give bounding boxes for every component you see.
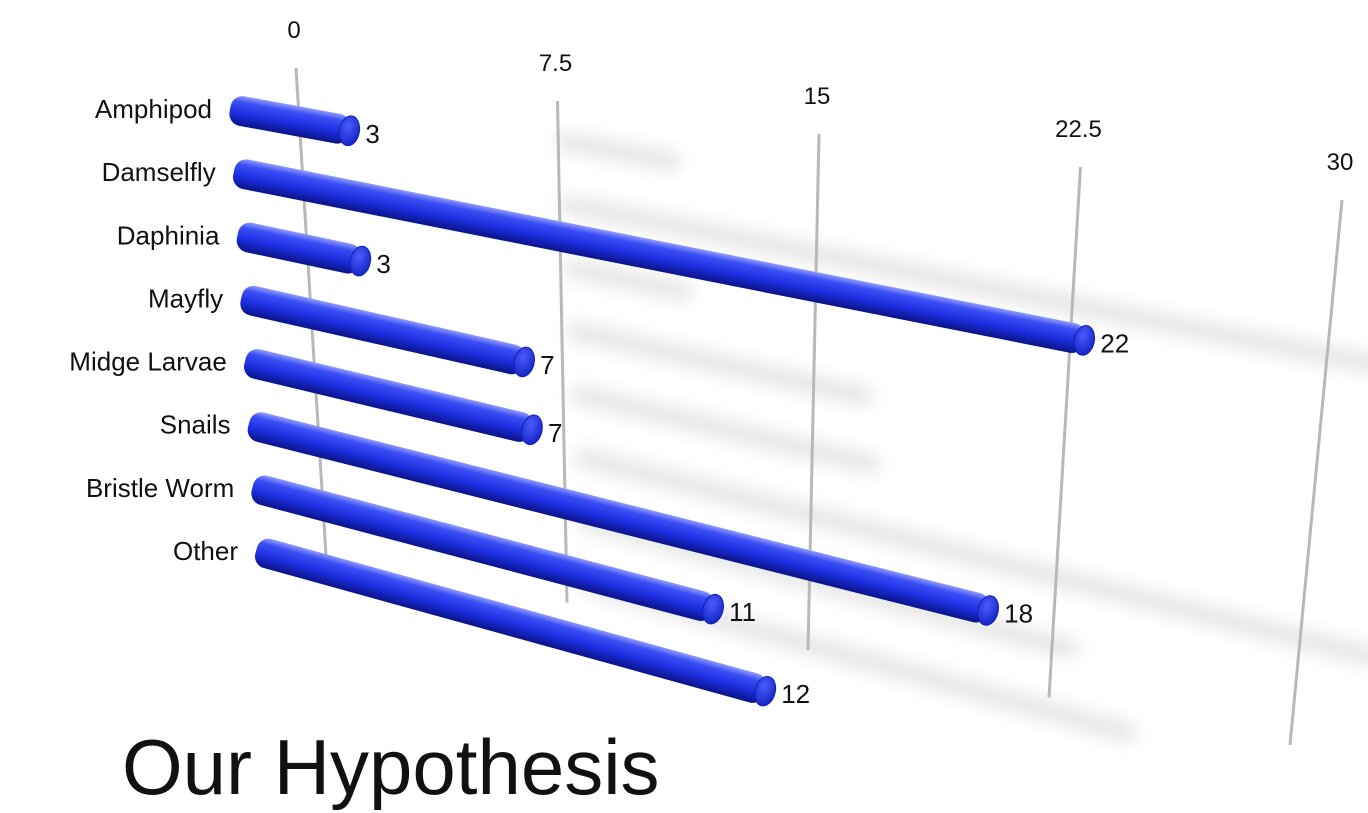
data-label: 3 [376, 249, 390, 279]
data-label: 7 [540, 350, 554, 380]
bar-shadow [563, 259, 693, 300]
bar-cap [349, 245, 372, 277]
gridline [1288, 199, 1344, 746]
bar-cap [754, 675, 777, 707]
gridline [556, 100, 569, 603]
bar-body [240, 285, 526, 375]
bar-cap [521, 414, 543, 446]
bar [240, 285, 535, 378]
bar [251, 475, 724, 625]
bar-body [254, 538, 767, 703]
bar-cap [338, 115, 361, 147]
category-label: Amphipod [95, 94, 212, 124]
bar-shadow [566, 323, 873, 405]
data-label: 11 [729, 597, 756, 627]
gridline [1047, 166, 1082, 698]
bar-body [243, 349, 534, 442]
tick-label: 15 [804, 83, 831, 110]
category-label: Mayfly [148, 283, 223, 313]
bar [236, 222, 372, 277]
data-label: 22 [1100, 328, 1129, 358]
bar [229, 96, 361, 147]
tick-label: 0 [287, 17, 300, 44]
bars [229, 96, 1096, 707]
tick-label: 30 [1327, 149, 1354, 176]
bar-cap [1073, 325, 1096, 356]
bar-shadow [574, 449, 1368, 666]
bar-shadow [559, 196, 1368, 394]
bar [247, 412, 999, 626]
category-label: Daphinia [117, 220, 220, 250]
bar-body [233, 159, 1086, 353]
bar-shadow [555, 133, 681, 170]
bar-shadow [570, 386, 881, 473]
data-label: 3 [365, 119, 379, 149]
bar-body [236, 222, 362, 274]
bar-chart: 0 7.5 15 22.5 30 Amphipod Damselfly Daphinia Ma… [69, 17, 1368, 746]
category-label: Bristle Worm [86, 473, 234, 503]
bar [243, 349, 543, 446]
category-label: Damselfly [102, 157, 216, 187]
data-label: 18 [1004, 599, 1033, 629]
data-label: 12 [781, 679, 810, 709]
slide-title: Our Hypothesis [122, 723, 660, 811]
category-labels: Amphipod Damselfly Daphinia Mayfly Midge Lar… [69, 94, 238, 566]
bar-cap [977, 595, 999, 626]
tick-label: 22.5 [1055, 116, 1102, 143]
tick-label: 7.5 [539, 50, 572, 77]
bar-cap [513, 346, 535, 378]
data-labels: 3 22 3 7 7 18 11 12 [365, 119, 1129, 709]
bar-cap [702, 593, 724, 625]
x-axis-tick-labels: 0 7.5 15 22.5 30 [287, 17, 1353, 176]
bar [254, 538, 777, 707]
category-label: Snails [160, 410, 231, 440]
bar [233, 159, 1096, 356]
bar-body [251, 475, 715, 621]
category-label: Other [173, 536, 238, 566]
bar-body [229, 96, 351, 144]
data-label: 7 [548, 418, 562, 448]
category-label: Midge Larvae [69, 347, 227, 377]
bar-body [247, 412, 990, 623]
